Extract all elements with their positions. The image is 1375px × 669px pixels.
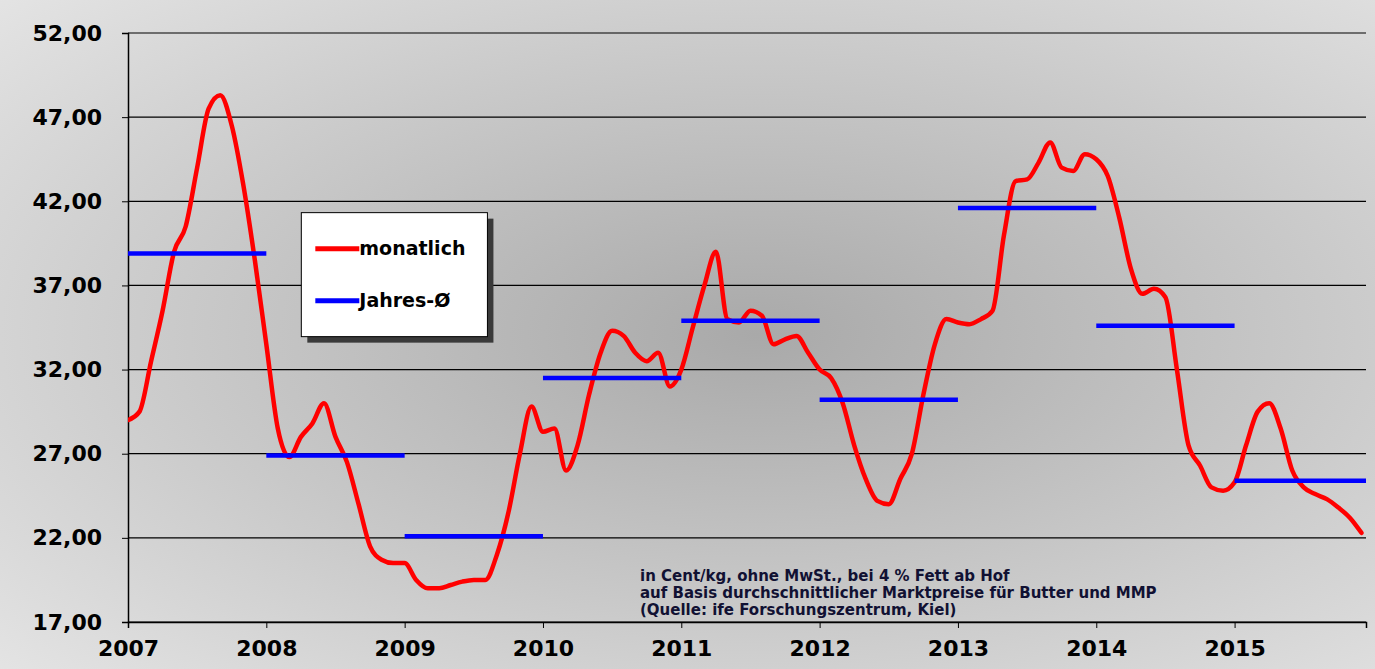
grid-line xyxy=(128,32,1366,33)
annotations: in Cent/kg, ohne MwSt., bei 4 % Fett ab … xyxy=(640,567,1157,619)
average-segment xyxy=(405,534,543,539)
plot-area xyxy=(128,95,1366,588)
y-tick: 32,00 xyxy=(32,357,128,382)
average-segment xyxy=(958,206,1096,211)
x-tick: 2012 xyxy=(790,622,851,661)
y-tick-mark xyxy=(122,538,128,539)
x-tick-label: 2009 xyxy=(375,636,436,661)
average-segment xyxy=(681,319,819,324)
x-axis: 2007 2008 2009 2010 2011 2012 2013 2014 2015 xyxy=(98,622,1367,661)
y-tick-label: 17,00 xyxy=(32,610,102,635)
y-tick-mark xyxy=(122,285,128,286)
x-tick-label: 2011 xyxy=(651,636,712,661)
x-tick-mark xyxy=(681,622,682,628)
legend-box xyxy=(301,213,487,337)
x-tick-mark xyxy=(266,622,267,628)
x-tick-label: 2012 xyxy=(790,636,851,661)
annotation: (Quelle: ife Forschungszentrum, Kiel) xyxy=(640,601,956,619)
x-tick: 2015 xyxy=(1204,622,1265,661)
x-tick: 2013 xyxy=(928,622,989,661)
average-segment xyxy=(820,398,958,403)
x-tick: 2014 xyxy=(1066,622,1127,661)
x-axis-line xyxy=(129,623,1367,629)
x-tick: 2009 xyxy=(375,622,436,661)
x-tick-mark xyxy=(543,622,544,628)
y-tick: 37,00 xyxy=(32,273,128,298)
grid-line xyxy=(128,369,1366,370)
y-tick-label: 37,00 xyxy=(32,273,102,298)
y-tick-label: 52,00 xyxy=(32,21,102,46)
y-tick: 17,00 xyxy=(32,610,128,635)
x-tick-mark xyxy=(1096,622,1097,628)
x-tick: 2010 xyxy=(513,622,574,661)
y-tick-label: 47,00 xyxy=(32,105,102,130)
legend: monatlich Jahres-Ø xyxy=(301,213,493,343)
y-tick: 42,00 xyxy=(32,189,128,214)
y-tick-mark xyxy=(122,33,128,34)
y-tick-label: 42,00 xyxy=(32,189,102,214)
y-tick-label: 27,00 xyxy=(32,441,102,466)
background xyxy=(0,0,1375,669)
legend-swatch xyxy=(315,246,359,251)
x-tick-label: 2010 xyxy=(513,636,574,661)
x-tick-mark xyxy=(405,622,406,628)
average-segment xyxy=(543,376,681,381)
x-tick-label: 2008 xyxy=(236,636,297,661)
y-tick: 22,00 xyxy=(32,525,128,550)
legend-label: Jahres-Ø xyxy=(357,289,450,311)
y-axis: 17,00 22,00 27,00 32,00 37,00 42,00 47,00 52,00 xyxy=(32,21,128,635)
grid-line xyxy=(128,201,1366,202)
x-tick: 2008 xyxy=(236,622,297,661)
grid xyxy=(128,33,1366,622)
x-tick-label: 2015 xyxy=(1204,636,1265,661)
monthly-line xyxy=(128,95,1361,588)
legend-swatch xyxy=(315,298,359,303)
x-tick: 2007 xyxy=(98,622,159,661)
x-tick-mark xyxy=(1235,622,1236,628)
y-tick-mark xyxy=(122,454,128,455)
average-segment xyxy=(128,251,266,256)
annotation: in Cent/kg, ohne MwSt., bei 4 % Fett ab … xyxy=(640,567,1010,585)
y-tick-mark xyxy=(122,622,128,623)
grid-line xyxy=(128,117,1366,118)
legend-label: monatlich xyxy=(359,237,465,259)
average-segment xyxy=(1235,478,1366,483)
chart: 17,00 22,00 27,00 32,00 37,00 42,00 47,00 52,00… xyxy=(0,0,1375,669)
y-axis-line xyxy=(122,34,129,623)
x-tick-label: 2013 xyxy=(928,636,989,661)
x-tick-mark xyxy=(958,622,959,628)
y-tick-mark xyxy=(122,201,128,202)
x-tick-label: 2014 xyxy=(1066,636,1127,661)
x-tick-label: 2007 xyxy=(98,636,159,661)
y-tick-label: 32,00 xyxy=(32,357,102,382)
y-tick-mark xyxy=(122,370,128,371)
x-tick-mark xyxy=(820,622,821,628)
y-tick: 52,00 xyxy=(32,21,128,46)
y-tick: 27,00 xyxy=(32,441,128,466)
annotation: auf Basis durchschnittlicher Marktpreise… xyxy=(640,584,1157,602)
x-tick: 2011 xyxy=(651,622,712,661)
y-tick: 47,00 xyxy=(32,105,128,130)
grid-line xyxy=(128,537,1366,538)
average-segment xyxy=(266,453,404,458)
x-tick-mark xyxy=(128,622,129,628)
y-tick-mark xyxy=(122,117,128,118)
y-tick-label: 22,00 xyxy=(32,525,102,550)
average-segment xyxy=(1096,324,1234,329)
